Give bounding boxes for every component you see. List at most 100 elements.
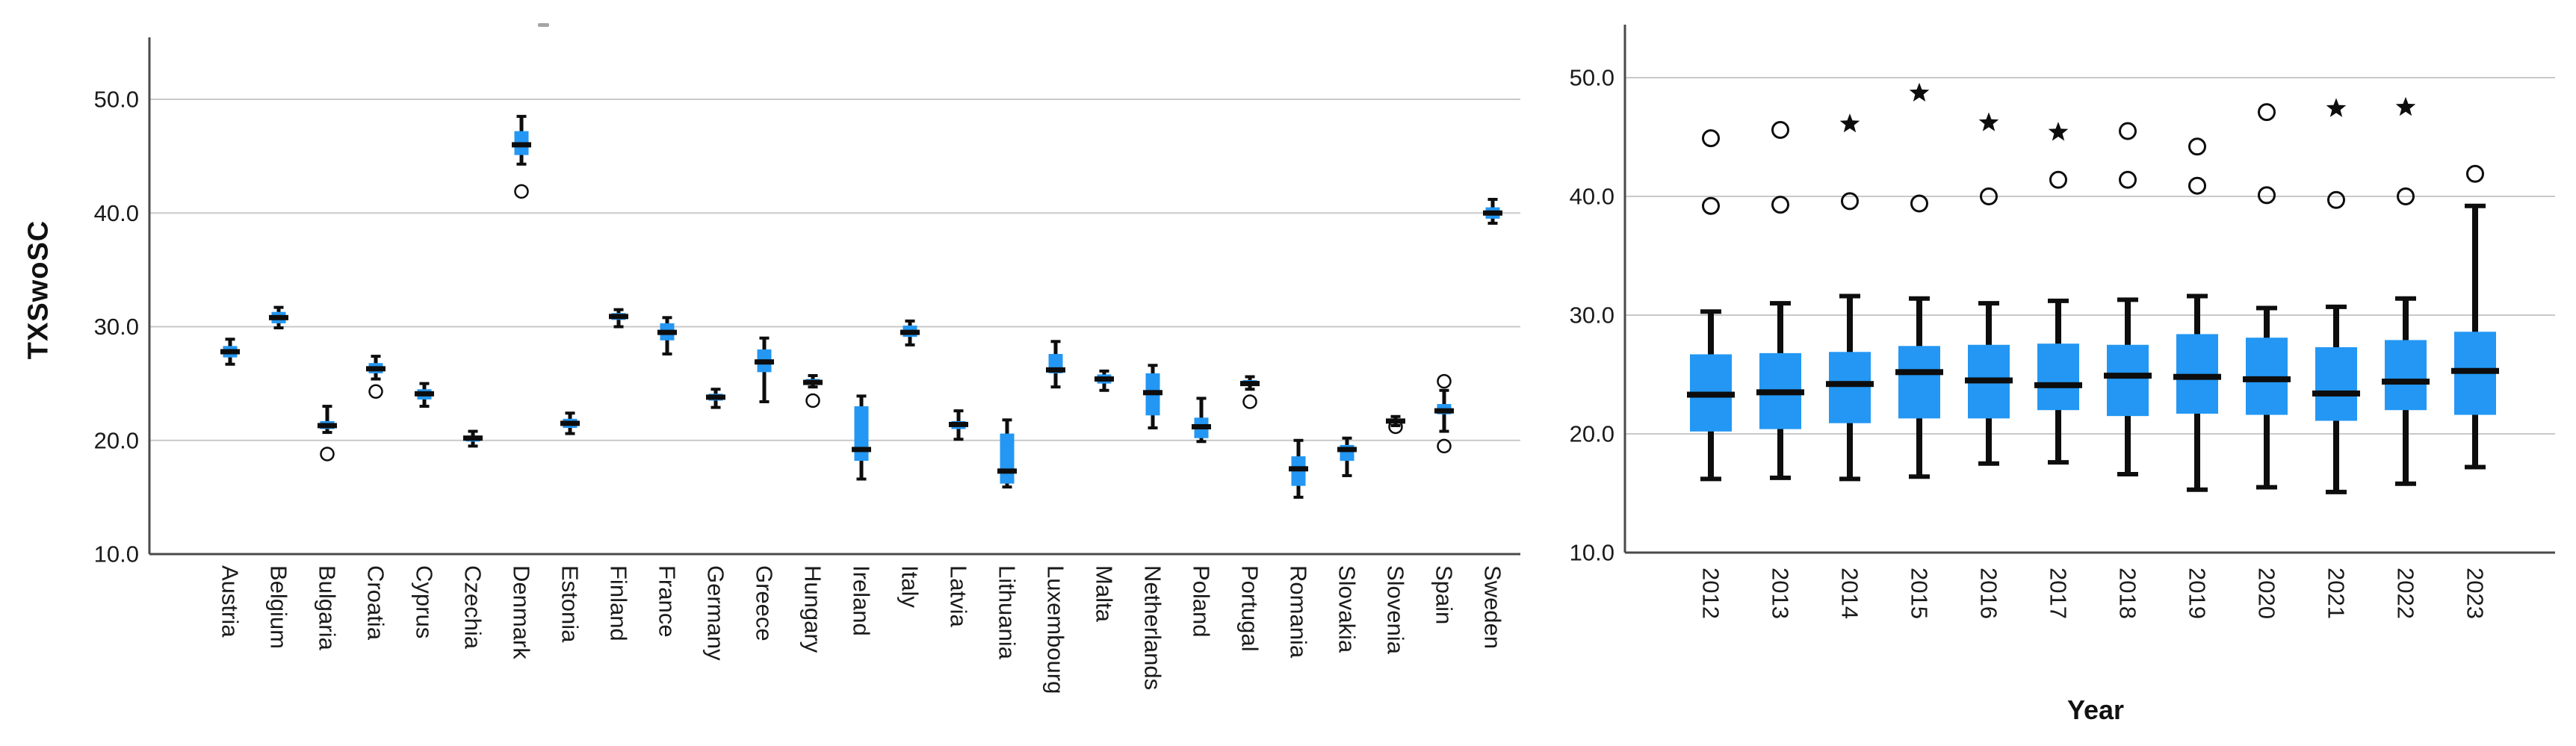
extreme-outlier-star xyxy=(1839,114,1860,133)
extreme-outlier-star xyxy=(2048,122,2069,141)
outlier-circle xyxy=(1841,192,1859,211)
outlier-circle xyxy=(805,393,820,408)
y-tick-label: 20.0 xyxy=(1570,421,1614,447)
median-line xyxy=(560,420,580,426)
median-line xyxy=(1095,376,1114,382)
outlier-circle xyxy=(1437,373,1452,389)
iqr-box xyxy=(2107,344,2149,417)
y-tick-label: 50.0 xyxy=(1570,65,1614,91)
outlier-circle xyxy=(2258,186,2276,205)
y-tick-label: 30.0 xyxy=(1570,302,1614,329)
category-label: 2021 xyxy=(2323,568,2350,619)
median-line xyxy=(2312,390,2360,397)
extreme-outlier-star xyxy=(2395,96,2416,116)
median-line xyxy=(900,329,920,335)
outlier-circle xyxy=(1388,419,1403,435)
median-line xyxy=(949,421,968,427)
category-label: Belgium xyxy=(266,565,292,649)
y-tick-label: 40.0 xyxy=(94,200,139,226)
outlier-circle xyxy=(1771,120,1789,139)
category-label: Czechia xyxy=(460,565,486,650)
category-label: Italy xyxy=(897,565,923,608)
outlier-circle xyxy=(1702,196,1720,215)
category-label: Romania xyxy=(1286,565,1312,659)
outlier-circle xyxy=(1437,438,1452,454)
category-label: Latvia xyxy=(946,565,972,627)
category-label: Portugal xyxy=(1237,565,1263,651)
category-label: 2023 xyxy=(2462,568,2489,619)
outlier-circle xyxy=(2327,190,2345,209)
right-chart-x-axis-title: Year xyxy=(2066,694,2125,725)
median-line xyxy=(1046,367,1065,373)
median-line xyxy=(2173,373,2221,380)
category-label: Greece xyxy=(752,565,778,641)
outlier-circle xyxy=(368,384,383,400)
median-line xyxy=(755,359,774,365)
extreme-outlier-star xyxy=(2326,98,2347,117)
median-line xyxy=(1434,408,1454,414)
median-line xyxy=(269,314,288,320)
outlier-circle xyxy=(2188,137,2206,156)
median-line xyxy=(220,349,240,355)
category-label: 2018 xyxy=(2115,568,2141,619)
median-line xyxy=(2243,376,2291,382)
median-line xyxy=(1192,423,1211,429)
median-line xyxy=(657,329,677,335)
category-label: 2017 xyxy=(2046,568,2072,619)
y-tick-label: 20.0 xyxy=(94,427,139,453)
y-tick-label: 30.0 xyxy=(94,314,139,340)
median-line xyxy=(2034,382,2082,388)
iqr-box xyxy=(2037,344,2079,411)
category-label: Spain xyxy=(1431,565,1458,624)
outlier-circle xyxy=(1910,194,1928,213)
category-label: 2013 xyxy=(1768,568,1794,619)
category-label: Lithuania xyxy=(994,565,1021,660)
category-label: 2016 xyxy=(1976,568,2002,619)
outlier-circle xyxy=(1702,129,1720,148)
outlier-circle xyxy=(2397,187,2415,205)
median-line xyxy=(512,142,531,148)
median-line xyxy=(1756,389,1804,396)
outlier-circle xyxy=(2466,164,2484,183)
category-label: 2019 xyxy=(2185,568,2211,619)
outlier-circle xyxy=(1771,196,1789,214)
median-line xyxy=(852,447,871,453)
outlier-circle xyxy=(2049,170,2067,189)
iqr-box xyxy=(1829,352,1871,423)
iqr-box xyxy=(2315,346,2357,421)
median-line xyxy=(706,394,725,400)
category-label: Estonia xyxy=(557,565,583,643)
outlier-circle xyxy=(2119,170,2137,189)
outlier-circle xyxy=(2188,176,2206,195)
category-label: Croatia xyxy=(363,565,389,641)
category-label: Netherlands xyxy=(1140,565,1166,690)
y-tick-label: 10.0 xyxy=(1570,540,1614,566)
median-line xyxy=(1143,390,1162,396)
y-tick-label: 10.0 xyxy=(94,541,139,568)
median-line xyxy=(2451,367,2499,374)
category-label: France xyxy=(654,565,681,637)
category-label: Malta xyxy=(1092,565,1118,623)
median-line xyxy=(1826,381,1874,388)
median-line xyxy=(1483,210,1502,216)
category-label: 2022 xyxy=(2393,568,2419,619)
y-tick-label: 40.0 xyxy=(1570,184,1614,210)
category-label: Sweden xyxy=(1480,565,1506,649)
outlier-circle xyxy=(2119,122,2137,140)
iqr-box xyxy=(2385,340,2427,411)
category-label: Denmark xyxy=(509,565,535,659)
outlier-circle xyxy=(320,447,335,461)
extreme-outlier-star xyxy=(1909,82,1930,102)
median-line xyxy=(1289,466,1308,472)
median-line xyxy=(318,423,337,429)
median-line xyxy=(2382,379,2430,385)
category-label: Cyprus xyxy=(412,565,438,638)
median-line xyxy=(2104,373,2152,379)
median-line xyxy=(1687,391,1735,398)
category-label: Slovenia xyxy=(1383,565,1409,655)
median-line xyxy=(1337,447,1357,453)
category-label: Hungary xyxy=(800,565,826,653)
category-label: Austria xyxy=(217,565,244,638)
median-line xyxy=(463,435,483,441)
